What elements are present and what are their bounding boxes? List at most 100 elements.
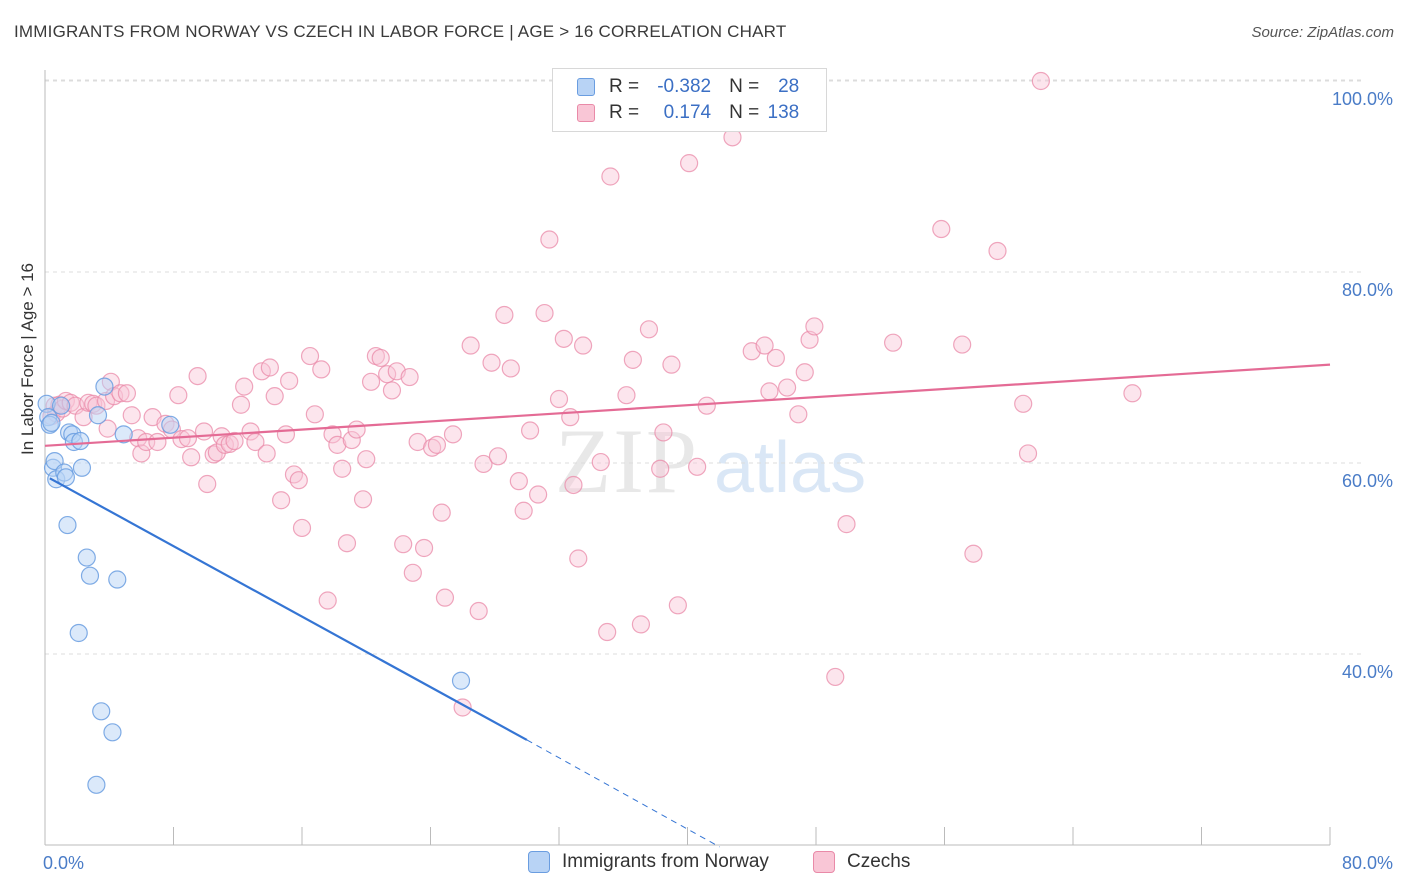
correlation-legend: R = -0.382 N = 28 R = 0.174 N = 138	[552, 68, 827, 132]
czechs-r-value: 0.174	[663, 102, 712, 123]
norway-point	[108, 570, 127, 589]
czechs-point	[789, 405, 808, 424]
czechs-point	[668, 596, 687, 615]
czechs-point	[514, 501, 533, 520]
czechs-point	[342, 430, 361, 450]
czechs-point	[371, 348, 390, 368]
czechs-trend-line	[44, 363, 1331, 447]
czechs-point	[651, 459, 670, 478]
n-label: N =	[729, 102, 760, 123]
norway-points	[37, 377, 471, 794]
czechs-point	[132, 444, 151, 463]
bottom-legend-czechs: Czechs	[813, 851, 910, 873]
czechs-point	[122, 406, 141, 425]
norway-point	[80, 566, 100, 585]
czechs-point	[148, 432, 167, 452]
czechs-point	[482, 353, 501, 372]
czechs-point	[1123, 384, 1142, 403]
czechs-point	[932, 219, 951, 239]
norway-point	[58, 515, 77, 535]
norway-point	[42, 413, 61, 432]
watermark: ZIP atlas	[555, 410, 866, 512]
czechs-point	[423, 438, 442, 457]
r-label: R =	[609, 102, 640, 123]
axes	[44, 70, 1331, 846]
czechs-point	[337, 534, 357, 553]
czechs-point	[432, 503, 451, 522]
norway-point	[114, 425, 133, 444]
bottom-legend-norway: Immigrants from Norway	[528, 851, 769, 873]
czechs-point	[172, 430, 191, 449]
czechs-point	[98, 419, 117, 438]
czechs-point	[260, 358, 279, 377]
czechs-point	[795, 363, 814, 382]
czechs-point	[292, 518, 312, 538]
czechs-points	[42, 71, 1142, 717]
czechs-point	[501, 359, 520, 378]
czechs-point	[198, 474, 217, 494]
czechs-point	[414, 538, 434, 558]
czechs-point	[427, 435, 447, 454]
czechs-point	[988, 241, 1007, 261]
czechs-point	[169, 386, 188, 405]
czechs-point	[554, 329, 573, 348]
czechs-point	[461, 336, 480, 355]
czechs-point	[805, 317, 824, 336]
norway-trend-extension	[526, 739, 720, 848]
czechs-point	[220, 434, 239, 453]
czechs-point	[837, 515, 856, 534]
czechs-point	[400, 367, 419, 387]
czechs-point	[564, 475, 583, 495]
czechs-point	[777, 378, 797, 397]
trend-lines	[44, 363, 1331, 848]
norway-point	[69, 623, 88, 643]
czechs-point	[1014, 394, 1033, 413]
czechs-legend-label: Czechs	[847, 851, 911, 872]
n-label: N =	[729, 76, 760, 97]
norway-point	[71, 431, 90, 451]
y-tick-label: 100.0%	[1332, 89, 1393, 109]
czechs-point	[800, 330, 819, 349]
czechs-point	[826, 667, 845, 687]
czechs-point	[257, 444, 276, 463]
czechs-point	[280, 371, 299, 390]
czechs-point	[760, 382, 779, 401]
czechs-point	[347, 420, 366, 439]
czechs-point	[535, 303, 554, 323]
czechs-point	[328, 435, 347, 454]
czechs-point	[591, 452, 610, 472]
grid-lines	[45, 79, 1365, 655]
czechs-point	[662, 355, 681, 374]
czechs-n-value: 138	[767, 102, 800, 123]
source-credit: Source: ZipAtlas.com	[1251, 24, 1394, 41]
czechs-point	[357, 450, 376, 469]
czechs-point	[382, 381, 402, 400]
czechs-point	[697, 396, 716, 415]
czechs-point	[509, 472, 528, 491]
czechs-point	[654, 423, 673, 442]
norway-swatch	[577, 78, 595, 96]
y-tick-label: 40.0%	[1342, 662, 1393, 682]
x-tick-label-max: 80.0%	[1342, 853, 1393, 873]
norway-point	[88, 406, 108, 425]
czechs-point	[598, 622, 617, 642]
czechs-point	[469, 601, 488, 621]
czechs-point	[680, 154, 699, 173]
czechs-point	[1031, 71, 1050, 91]
czechs-point	[495, 305, 514, 325]
czechs-point	[394, 535, 413, 554]
norway-point	[51, 396, 71, 415]
czechs-point	[573, 336, 593, 355]
czechs-point	[323, 425, 342, 444]
czechs-point	[435, 588, 455, 607]
czechs-point	[361, 372, 381, 391]
czechs-point	[333, 459, 352, 478]
y-tick-label: 80.0%	[1342, 280, 1393, 300]
czechs-point	[540, 230, 559, 249]
norway-point	[161, 415, 180, 434]
czechs-point	[403, 563, 422, 582]
czechs-point	[276, 425, 296, 444]
norway-point	[72, 458, 92, 477]
czechs-point	[623, 350, 642, 369]
